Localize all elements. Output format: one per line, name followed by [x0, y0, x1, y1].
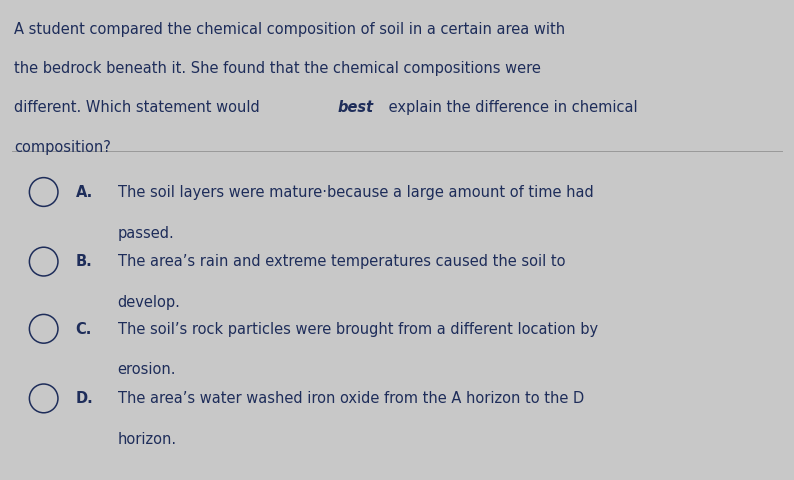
Text: erosion.: erosion.: [118, 362, 176, 377]
Text: best: best: [337, 100, 373, 115]
Text: the bedrock beneath it. She found that the chemical compositions were: the bedrock beneath it. She found that t…: [14, 61, 542, 76]
Text: The area’s rain and extreme temperatures caused the soil to: The area’s rain and extreme temperatures…: [118, 254, 565, 269]
Text: explain the difference in chemical: explain the difference in chemical: [384, 100, 638, 115]
Text: A.: A.: [75, 185, 93, 200]
Text: The soil’s rock particles were brought from a different location by: The soil’s rock particles were brought f…: [118, 322, 598, 336]
Text: C.: C.: [75, 322, 92, 336]
Text: horizon.: horizon.: [118, 432, 176, 447]
Text: A student compared the chemical composition of soil in a certain area with: A student compared the chemical composit…: [14, 22, 565, 36]
Text: different. Which statement would: different. Which statement would: [14, 100, 264, 115]
Text: The soil layers were mature·because a large amount of time had: The soil layers were mature·because a la…: [118, 185, 593, 200]
Text: The area’s water washed iron oxide from the A horizon to the D: The area’s water washed iron oxide from …: [118, 391, 584, 406]
Text: develop.: develop.: [118, 295, 180, 310]
Text: D.: D.: [75, 391, 93, 406]
Text: B.: B.: [75, 254, 92, 269]
Text: composition?: composition?: [14, 140, 111, 155]
Text: passed.: passed.: [118, 226, 174, 240]
